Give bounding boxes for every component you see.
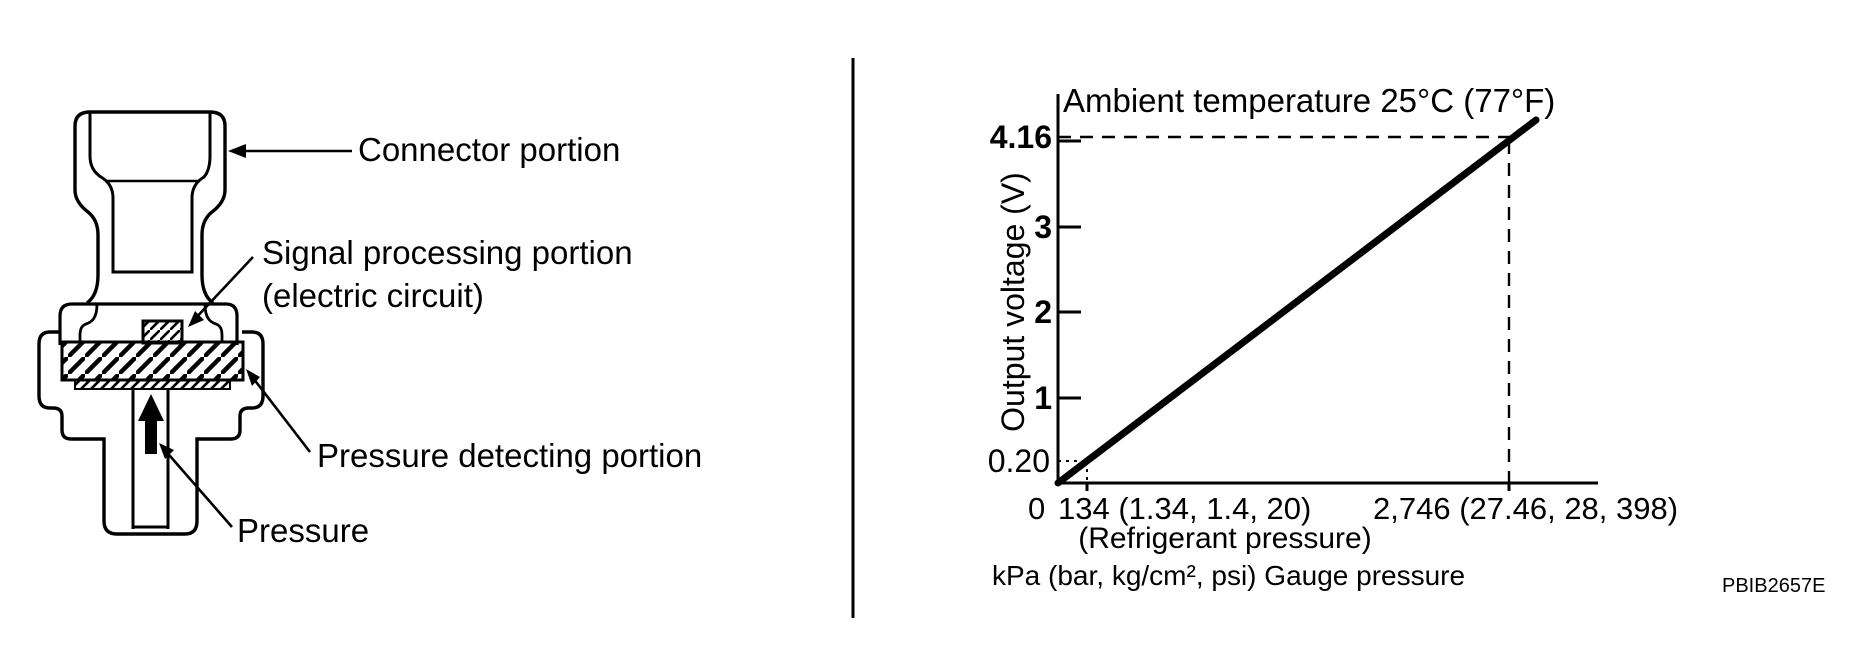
signal-processing-label-line1: Signal processing portion bbox=[262, 234, 633, 271]
connector-inner-outline bbox=[88, 113, 212, 274]
ytick-3: 3 bbox=[1034, 209, 1052, 245]
xtick-0: 0 bbox=[1028, 491, 1046, 526]
pressure-detecting-plate-hatch bbox=[60, 340, 245, 382]
diaphragm-strip-hatch bbox=[74, 379, 231, 390]
signal-processing-label: Signal processing portion (electric circ… bbox=[262, 231, 633, 317]
pressure-up-arrow-icon bbox=[138, 394, 164, 454]
inlet-tube-walls bbox=[131, 389, 170, 529]
chart-x-ticks bbox=[1085, 483, 1511, 491]
chart-y-ticks bbox=[1058, 139, 1081, 400]
pressure-detecting-portion-label: Pressure detecting portion bbox=[317, 437, 703, 474]
connector-leader-arrowhead-icon bbox=[228, 144, 246, 158]
cap-right-step bbox=[203, 303, 224, 343]
figure-code: PBIB2657E bbox=[1722, 575, 1826, 597]
body-cap-outline bbox=[58, 302, 239, 345]
signal-leader-arrowhead-icon bbox=[188, 311, 204, 327]
detecting-leader bbox=[246, 369, 312, 453]
cap-left-step bbox=[78, 303, 99, 343]
ytick-4-16: 4.16 bbox=[989, 119, 1052, 155]
output-voltage-line bbox=[1054, 116, 1540, 487]
housing-flange-outline bbox=[37, 330, 265, 536]
output-voltage-chart bbox=[1054, 94, 1598, 491]
signal-leader bbox=[188, 256, 254, 327]
signal-processing-label-line2: (electric circuit) bbox=[262, 277, 484, 314]
connector-portion-label: Connector portion bbox=[358, 131, 621, 168]
chart-x-axis-note: (Refrigerant pressure) bbox=[1078, 522, 1372, 555]
xtick-134: 134 (1.34, 1.4, 20) bbox=[1058, 491, 1312, 526]
detecting-leader-arrowhead-icon bbox=[246, 369, 260, 386]
pressure-leader bbox=[159, 443, 233, 528]
sensor-cutaway-drawing bbox=[37, 110, 352, 536]
signal-circuit-block-hatch bbox=[141, 319, 184, 345]
ytick-0-20: 0.20 bbox=[987, 443, 1050, 479]
chart-title: Ambient temperature 25°C (77°F) bbox=[1063, 82, 1556, 119]
pressure-label: Pressure bbox=[237, 512, 370, 549]
ytick-2: 2 bbox=[1034, 294, 1052, 330]
connector-leader bbox=[228, 144, 352, 158]
xtick-2746: 2,746 (27.46, 28, 398) bbox=[1373, 491, 1679, 526]
chart-x-axis-units: kPa (bar, kg/cm², psi) Gauge pressure bbox=[992, 560, 1466, 591]
connector-outer-outline bbox=[73, 110, 227, 305]
pressure-leader-arrowhead-icon bbox=[159, 443, 174, 459]
ytick-1: 1 bbox=[1034, 380, 1052, 416]
